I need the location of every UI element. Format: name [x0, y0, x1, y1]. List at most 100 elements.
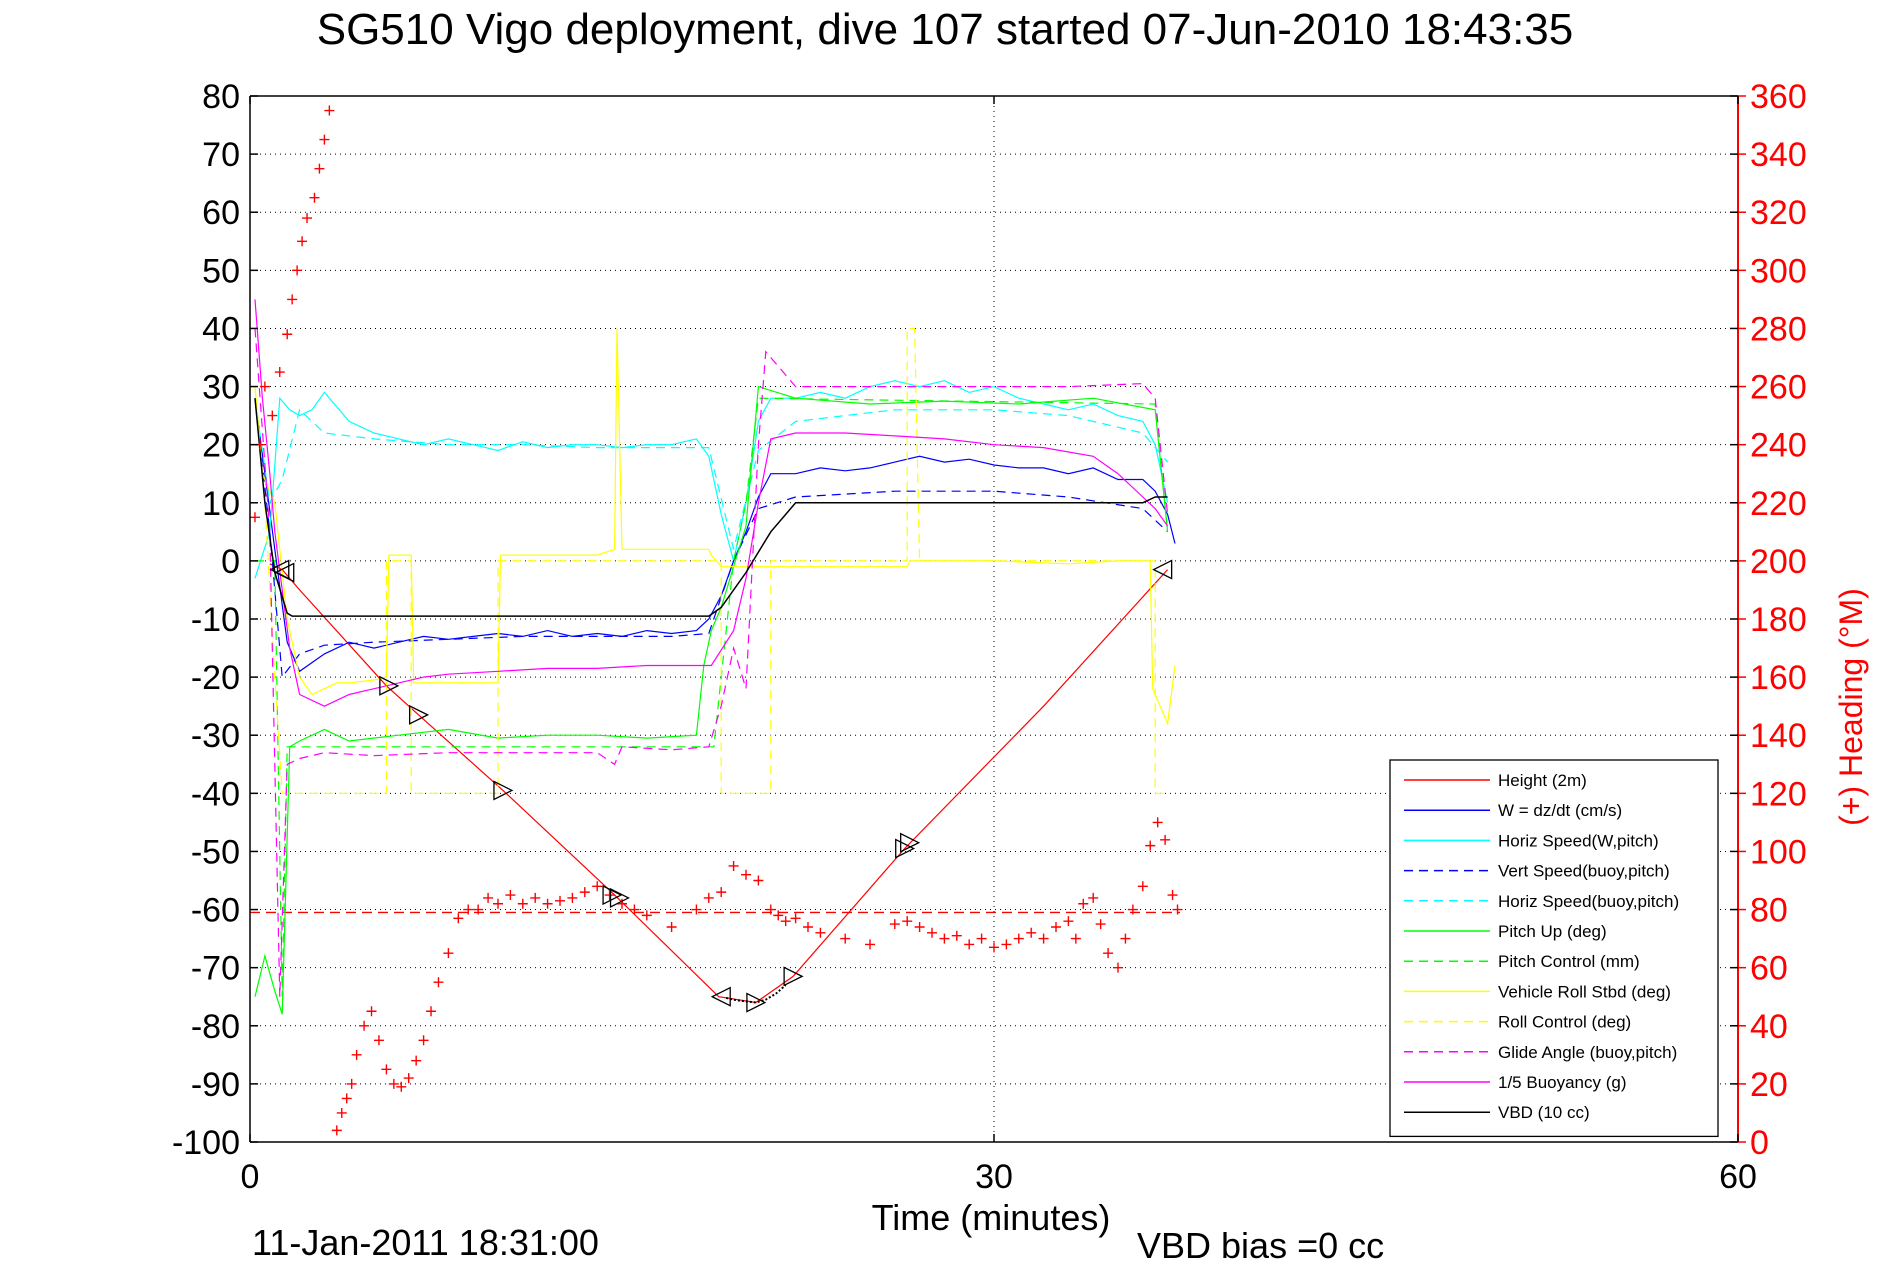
heading-point — [396, 1081, 407, 1092]
triangle-marker — [274, 562, 295, 583]
heading-point — [1137, 881, 1148, 892]
y-tick-label-right: 120 — [1750, 775, 1807, 813]
heading-point — [473, 904, 484, 915]
triangle-markers — [269, 559, 1173, 1013]
heading-point — [1160, 834, 1171, 845]
series-line-3 — [254, 398, 1169, 679]
x-axis-label: Time (minutes) — [872, 1197, 1111, 1238]
triangle-marker — [609, 887, 630, 908]
triangle-marker — [895, 838, 916, 859]
legend-label: Roll Control (deg) — [1498, 1013, 1631, 1032]
y-tick-label-left: 60 — [202, 194, 240, 232]
right-axis-label: (+) Heading (°M) — [1833, 588, 1869, 826]
y-tick-label-left: 40 — [202, 310, 240, 348]
y-tick-label-left: 80 — [202, 78, 240, 116]
heading-point — [463, 904, 474, 915]
triangle-marker — [746, 992, 767, 1013]
heading-point — [666, 921, 677, 932]
heading-point — [728, 860, 739, 871]
heading-point — [976, 933, 987, 944]
legend-label: Height (2m) — [1498, 771, 1587, 790]
heading-point — [331, 1125, 342, 1136]
y-tick-label-right: 320 — [1750, 194, 1807, 232]
y-tick-label-left: -30 — [191, 717, 240, 755]
legend-box — [1389, 759, 1719, 1138]
legend-label: Horiz Speed(W,pitch) — [1498, 831, 1659, 850]
x-tick-label: 60 — [1719, 1158, 1757, 1196]
triangle-marker — [900, 832, 921, 853]
heading-point — [1103, 948, 1114, 959]
heading-point — [889, 919, 900, 930]
y-tick-label-left: -80 — [191, 1008, 240, 1046]
triangle-marker — [1152, 559, 1173, 580]
legend-label: W = dz/dt (cm/s) — [1498, 801, 1622, 820]
y-tick-label-right: 140 — [1750, 717, 1807, 755]
y-tick-label-right: 200 — [1750, 543, 1807, 581]
y-tick-label-left: -70 — [191, 950, 240, 988]
legend-label: Vert Speed(buoy,pitch) — [1498, 862, 1670, 881]
heading-point — [249, 512, 260, 523]
chart-title: SG510 Vigo deployment, dive 107 started … — [317, 5, 1574, 54]
y-tick-label-left: -40 — [191, 775, 240, 813]
heading-point — [1070, 933, 1081, 944]
y-tick-label-left: -90 — [191, 1066, 240, 1104]
x-tick-label: 30 — [975, 1158, 1013, 1196]
y-tick-label-left: -60 — [191, 892, 240, 930]
triangle-marker — [493, 780, 514, 801]
series-line-8 — [254, 327, 1168, 794]
series-line-4 — [254, 398, 1169, 550]
heading-point — [493, 898, 503, 909]
y-tick-label-right: 360 — [1750, 78, 1807, 116]
y-tick-label-right: 100 — [1750, 833, 1807, 871]
legend-label: Horiz Speed(buoy,pitch) — [1498, 892, 1679, 911]
heading-point — [1063, 916, 1074, 927]
heading-point — [803, 921, 813, 932]
heading-point — [505, 890, 516, 901]
heading-point — [274, 367, 285, 378]
heading-point — [259, 381, 270, 392]
heading-point — [579, 887, 590, 898]
heading-point — [617, 898, 627, 909]
heading-point — [567, 892, 578, 903]
heading-point — [840, 933, 851, 944]
heading-point — [716, 887, 727, 898]
heading-point — [443, 948, 454, 959]
heading-point — [989, 942, 999, 953]
y-tick-label-left: -100 — [172, 1124, 240, 1162]
y-tick-label-left: -20 — [191, 659, 240, 697]
heading-point — [341, 1093, 352, 1104]
y-tick-label-left: 10 — [202, 485, 240, 523]
heading-point — [542, 898, 553, 909]
legend-label: Vehicle Roll Stbd (deg) — [1498, 982, 1671, 1001]
heading-markers — [249, 105, 1183, 1136]
legend-label: VBD (10 cc) — [1498, 1103, 1590, 1122]
heading-point — [1172, 904, 1183, 915]
heading-point — [411, 1055, 422, 1066]
y-tick-label-right: 0 — [1750, 1124, 1769, 1162]
heading-point — [292, 265, 303, 276]
heading-point — [297, 236, 308, 247]
heading-point — [1127, 904, 1138, 915]
y-tick-label-right: 240 — [1750, 427, 1807, 465]
heading-point — [319, 134, 330, 145]
heading-point — [267, 410, 278, 421]
heading-point — [773, 910, 784, 921]
y-tick-label-left: -10 — [191, 601, 240, 639]
heading-point — [1026, 927, 1037, 938]
heading-point — [902, 916, 913, 927]
legend-label: 1/5 Buoyancy (g) — [1498, 1073, 1627, 1092]
heading-point — [366, 1006, 377, 1017]
heading-point — [282, 329, 293, 340]
heading-point — [1001, 939, 1012, 950]
y-tick-label-right: 160 — [1750, 659, 1807, 697]
y-tick-label-right: 20 — [1750, 1066, 1788, 1104]
heading-point — [964, 939, 975, 950]
heading-point — [403, 1073, 414, 1084]
heading-point — [765, 904, 776, 915]
heading-point — [302, 213, 313, 224]
heading-point — [314, 163, 325, 174]
y-tick-label-left: 50 — [202, 252, 240, 290]
series-line-10 — [254, 299, 1169, 707]
